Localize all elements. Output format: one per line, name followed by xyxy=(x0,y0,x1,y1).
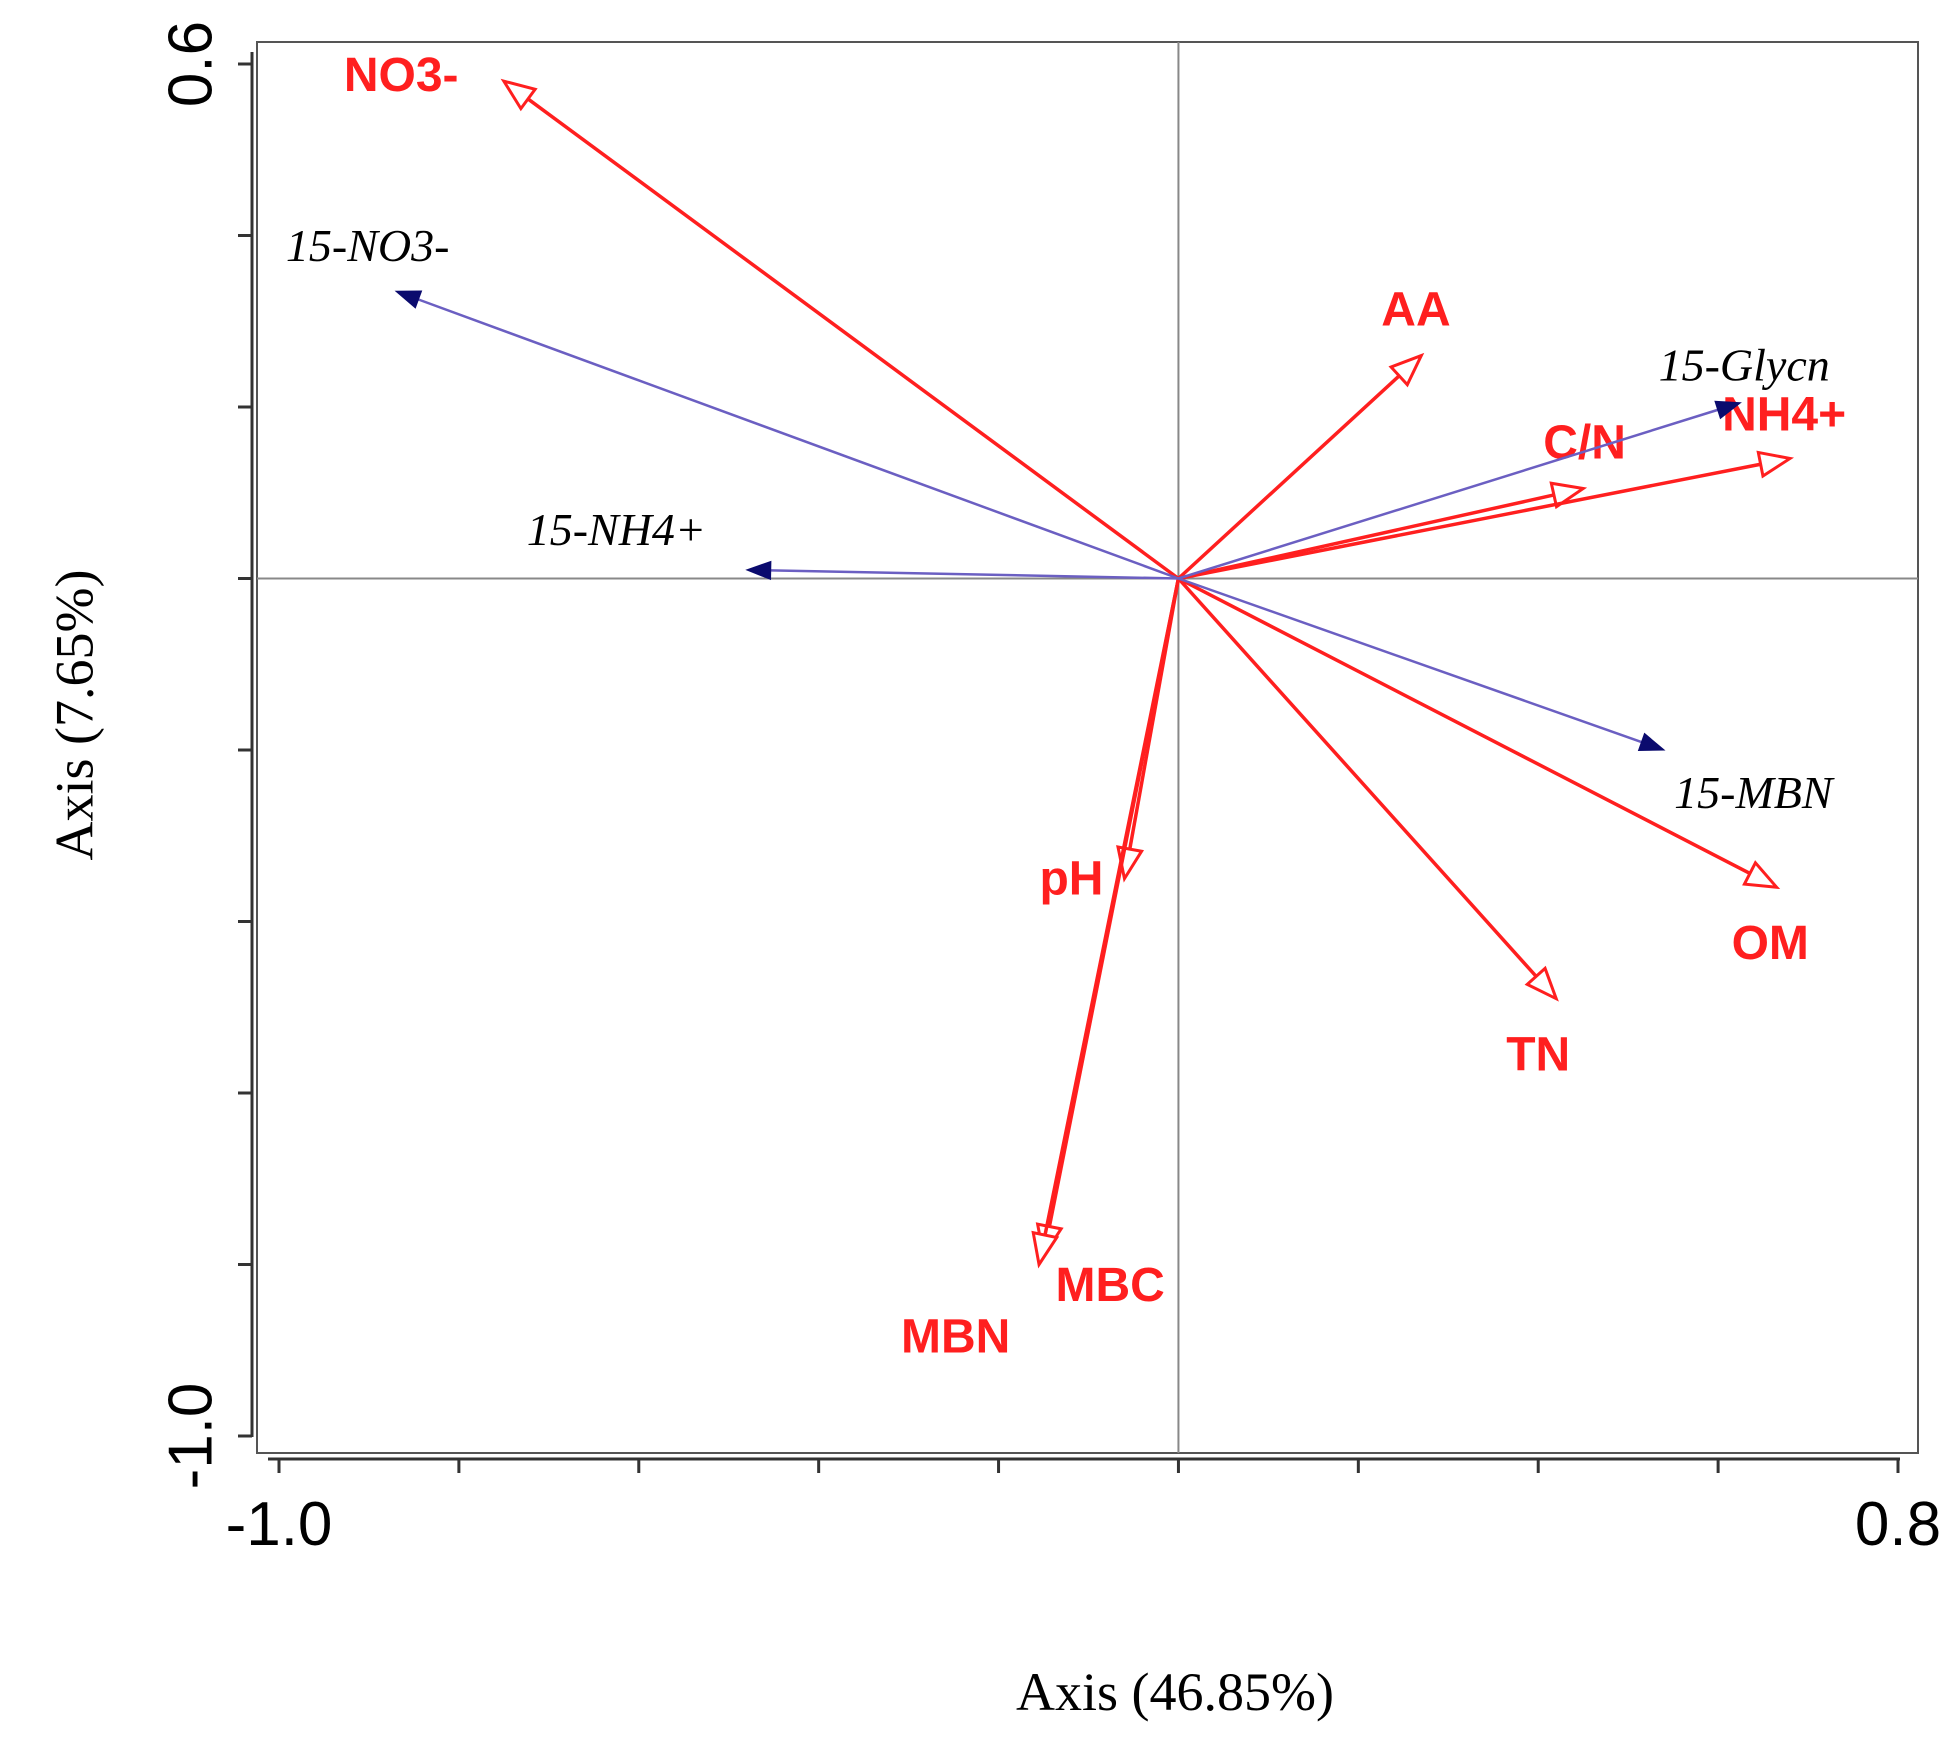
label-15-mbn: 15-MBN xyxy=(1674,767,1835,818)
arrowhead-tn xyxy=(1524,965,1559,1002)
arrowhead-c-n xyxy=(1549,481,1588,510)
arrowhead-nh4plus xyxy=(1756,450,1795,479)
label-nh4plus: NH4+ xyxy=(1722,388,1846,441)
vector-mbn xyxy=(1043,578,1181,1236)
arrowhead-15-no3 xyxy=(394,290,423,309)
vector-no3 xyxy=(526,97,1180,580)
label-mbc: MBC xyxy=(1056,1259,1165,1312)
vector-15-mbn xyxy=(1178,577,1642,744)
label-ph: pH xyxy=(1039,853,1103,906)
label-mbn: MBN xyxy=(901,1311,1010,1364)
vector-aa xyxy=(1177,374,1401,580)
label-15-glycn: 15-Glycn xyxy=(1659,340,1830,391)
arrowhead-om xyxy=(1742,860,1781,890)
arrowhead-no3 xyxy=(500,78,538,112)
vector-om xyxy=(1177,576,1751,875)
plot-frame xyxy=(256,41,1919,1454)
vector-nh4plus xyxy=(1178,462,1761,581)
arrowhead-15-glycn xyxy=(1714,400,1742,420)
x-tick-label: 0.8 xyxy=(1855,1490,1941,1559)
vector-15-glycn xyxy=(1178,408,1719,580)
x-tick-label: -1.0 xyxy=(226,1490,333,1559)
label-no3: NO3- xyxy=(344,49,459,102)
label-15-no3: 15-NO3- xyxy=(286,220,450,271)
x-axis-title: Axis (46.85%) xyxy=(1016,1662,1334,1722)
label-aa: AA xyxy=(1381,284,1450,337)
arrowhead-aa xyxy=(1388,352,1425,388)
label-15-nh4plus: 15-NH4+ xyxy=(527,504,706,555)
y-axis-title: Axis (7.65%) xyxy=(44,570,104,861)
y-tick-label: -1.0 xyxy=(156,1383,225,1490)
vector-tn xyxy=(1177,577,1538,978)
label-tn: TN xyxy=(1506,1029,1570,1082)
label-om: OM xyxy=(1732,917,1809,970)
y-tick-label: 0.6 xyxy=(156,21,225,107)
vector-15-no3 xyxy=(418,298,1179,580)
uptake-vectors: 15-NO3- 15-NH4+ 15-Glycn 15-MBN xyxy=(286,220,1835,818)
vector-15-nh4plus xyxy=(770,569,1179,580)
arrowhead-15-mbn xyxy=(1637,732,1666,752)
arrowhead-mbn xyxy=(1031,1230,1060,1269)
arrowhead-15-nh4plus xyxy=(745,560,772,581)
